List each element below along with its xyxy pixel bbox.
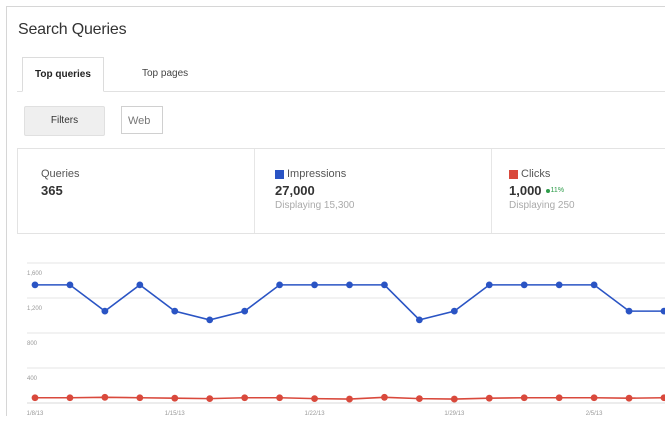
search-type-selector[interactable]: Web <box>121 106 163 134</box>
series-0-point-4 <box>171 307 179 315</box>
metric-impressions[interactable]: Impressions 27,000 Displaying 15,300 <box>255 149 492 233</box>
series-1-point-7 <box>276 394 284 402</box>
series-1-point-13 <box>485 394 493 402</box>
series-0-point-17 <box>625 307 633 315</box>
metric-queries-label: Queries <box>41 168 80 180</box>
series-0-point-2 <box>101 307 109 315</box>
queries-chart: 1,600 1,200 800 400 1/8/13 1/15/13 1/22/13 1/29… <box>7 243 665 416</box>
series-0-point-11 <box>415 316 423 324</box>
series-1-point-1 <box>66 394 74 402</box>
tab-top-pages[interactable]: Top pages <box>142 68 189 79</box>
queries-line-chart: 1,600 1,200 800 400 1/8/13 1/15/13 1/22/13 1/29… <box>27 262 665 416</box>
y-tick-label-1: 1,200 <box>27 306 43 312</box>
series-0-point-13 <box>485 281 493 289</box>
metrics-summary: Queries 365 Impressions 27,000 Displayin… <box>17 148 665 234</box>
tab-top-queries[interactable]: Top queries <box>22 57 104 92</box>
series-0-point-10 <box>381 281 388 289</box>
series-0-line <box>35 283 664 321</box>
x-tick-label-1: 1/15/13 <box>165 411 186 416</box>
x-tick-label-2: 1/22/13 <box>305 411 326 416</box>
series-0-point-14 <box>520 281 528 289</box>
series-1-point-2 <box>101 393 109 401</box>
series-0-point-18 <box>660 307 665 315</box>
trend-up-icon <box>545 188 550 193</box>
series-0-point-9 <box>346 281 353 289</box>
x-tick-label-4: 2/5/13 <box>586 411 603 416</box>
series-1-point-3 <box>136 394 144 402</box>
series-0-point-0 <box>31 281 39 289</box>
impressions-toggle-icon[interactable] <box>275 169 284 179</box>
series-1-point-16 <box>590 394 598 402</box>
series-0-point-16 <box>590 281 598 289</box>
series-1-point-6 <box>241 394 249 402</box>
series-0-point-7 <box>276 281 284 289</box>
clicks-change-value: 11% <box>550 187 565 194</box>
clicks-change-badge: 11% <box>545 187 565 194</box>
series-1-point-9 <box>346 395 353 403</box>
metric-queries-value: 365 <box>41 183 63 198</box>
clicks-toggle-icon[interactable] <box>509 169 518 179</box>
series-0-point-15 <box>555 281 563 289</box>
series-0-point-8 <box>311 281 318 289</box>
page-title: Search Queries <box>18 21 127 38</box>
y-tick-label-2: 800 <box>27 341 38 347</box>
series-1-point-8 <box>311 395 318 403</box>
series-1-point-14 <box>520 394 528 402</box>
series-0-point-6 <box>241 307 249 315</box>
series-1-point-18 <box>660 394 665 402</box>
metric-queries: Queries 365 <box>18 149 255 233</box>
metric-clicks[interactable]: Clicks 1,000 11% Displaying 250 <box>492 149 665 233</box>
series-0-point-3 <box>136 281 144 289</box>
series-1-point-10 <box>381 393 388 401</box>
series-1-point-17 <box>625 394 633 402</box>
metric-impressions-value: 27,000 <box>275 183 315 198</box>
series-0-point-5 <box>206 316 214 324</box>
series-1-point-12 <box>450 395 458 403</box>
series-1-point-15 <box>555 394 563 402</box>
series-1-point-4 <box>171 394 179 402</box>
series-1-point-5 <box>206 395 214 403</box>
metric-clicks-value: 1,000 <box>509 183 542 198</box>
series-1-point-0 <box>31 394 39 402</box>
series-1-point-11 <box>415 395 423 403</box>
series-0-point-1 <box>66 281 74 289</box>
y-tick-label-0: 1,600 <box>27 271 43 277</box>
filters-button[interactable]: Filters <box>24 106 105 136</box>
x-tick-label-3: 1/29/13 <box>444 411 465 416</box>
metric-impressions-label: Impressions <box>287 168 347 180</box>
metric-impressions-displaying: Displaying 15,300 <box>275 200 355 211</box>
metric-clicks-displaying: Displaying 250 <box>509 200 575 211</box>
search-queries-panel: Search Queries Top queries Top pages Fil… <box>6 6 665 416</box>
series-0-point-12 <box>450 307 458 315</box>
metric-clicks-label: Clicks <box>521 168 551 180</box>
x-tick-label-0: 1/8/13 <box>27 411 44 416</box>
tab-bar: Top queries Top pages <box>17 57 665 92</box>
y-tick-label-3: 400 <box>27 376 38 382</box>
